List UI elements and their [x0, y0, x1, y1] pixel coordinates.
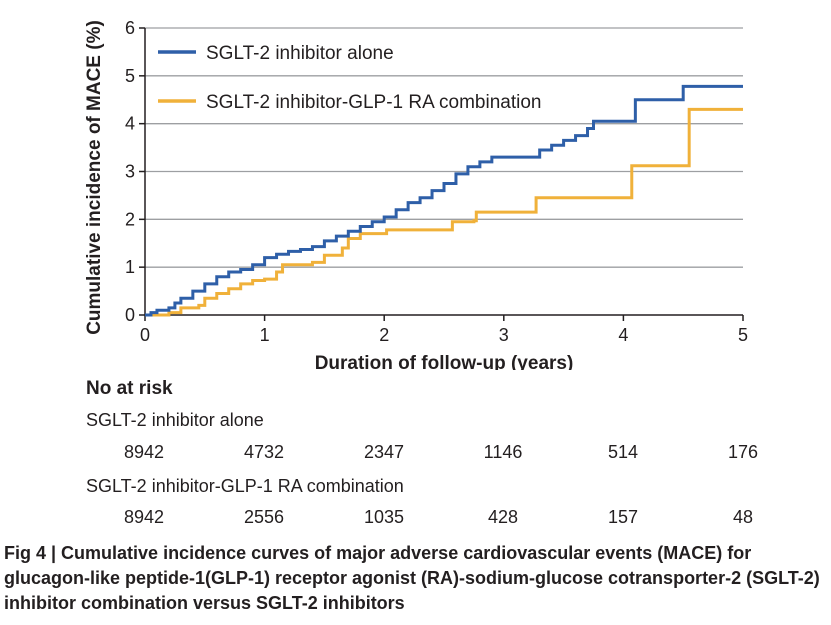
at-risk-value: 1035 [363, 507, 405, 527]
y-tick-label: 6 [125, 18, 135, 38]
figure-caption: Fig 4 | Cumulative incidence curves of m… [4, 543, 820, 613]
at-risk-value: 428 [487, 507, 519, 527]
legend-label: SGLT-2 inhibitor alone [206, 43, 394, 64]
at-risk-value: 514 [607, 442, 639, 462]
series-line-sglt2-alone [145, 84, 743, 317]
at-risk-row-sglt2-alone: 8942 4732 2347 1146 514 176 [0, 442, 831, 464]
y-tick-label: 1 [125, 257, 135, 277]
at-risk-value: 2556 [243, 507, 285, 527]
at-risk-value: 2347 [363, 442, 405, 462]
y-tick-label: 0 [125, 305, 135, 325]
chart: 0 1 2 3 4 5 6 0 1 2 3 4 5 Duration of follow-up (year… [84, 18, 748, 370]
at-risk-label-combination: SGLT-2 inhibitor-GLP-1 RA combination [86, 476, 404, 496]
x-tick-label: 1 [260, 325, 270, 345]
x-tick-label: 2 [379, 325, 389, 345]
at-risk-value: 8942 [123, 442, 165, 462]
y-tick-label: 4 [125, 114, 135, 134]
at-risk-value: 1146 [483, 442, 523, 462]
y-tick-label: 5 [125, 66, 135, 86]
y-tick-label: 3 [125, 162, 135, 182]
at-risk-title: No at risk [86, 378, 173, 399]
at-risk-value: 4732 [243, 442, 285, 462]
at-risk-value: 48 [732, 507, 754, 527]
at-risk-value: 157 [607, 507, 639, 527]
x-tick-label: 3 [499, 325, 509, 345]
legend-label: SGLT-2 inhibitor-GLP-1 RA combination [206, 92, 541, 113]
at-risk-value: 8942 [123, 507, 165, 527]
at-risk-row-combination: 8942 2556 1035 428 157 48 [0, 507, 831, 529]
y-tick-label: 2 [125, 209, 135, 229]
x-axis-label: Duration of follow-up (years) [315, 353, 574, 370]
y-axis-label: Cumulative incidence of MACE (%) [84, 20, 105, 335]
at-risk-label-sglt2-alone: SGLT-2 inhibitor alone [86, 410, 264, 430]
at-risk-value: 176 [727, 442, 759, 462]
x-tick-label: 0 [140, 325, 150, 345]
x-tick-label: 4 [618, 325, 628, 345]
x-tick-label: 5 [738, 325, 748, 345]
series-line-combination [145, 107, 743, 317]
